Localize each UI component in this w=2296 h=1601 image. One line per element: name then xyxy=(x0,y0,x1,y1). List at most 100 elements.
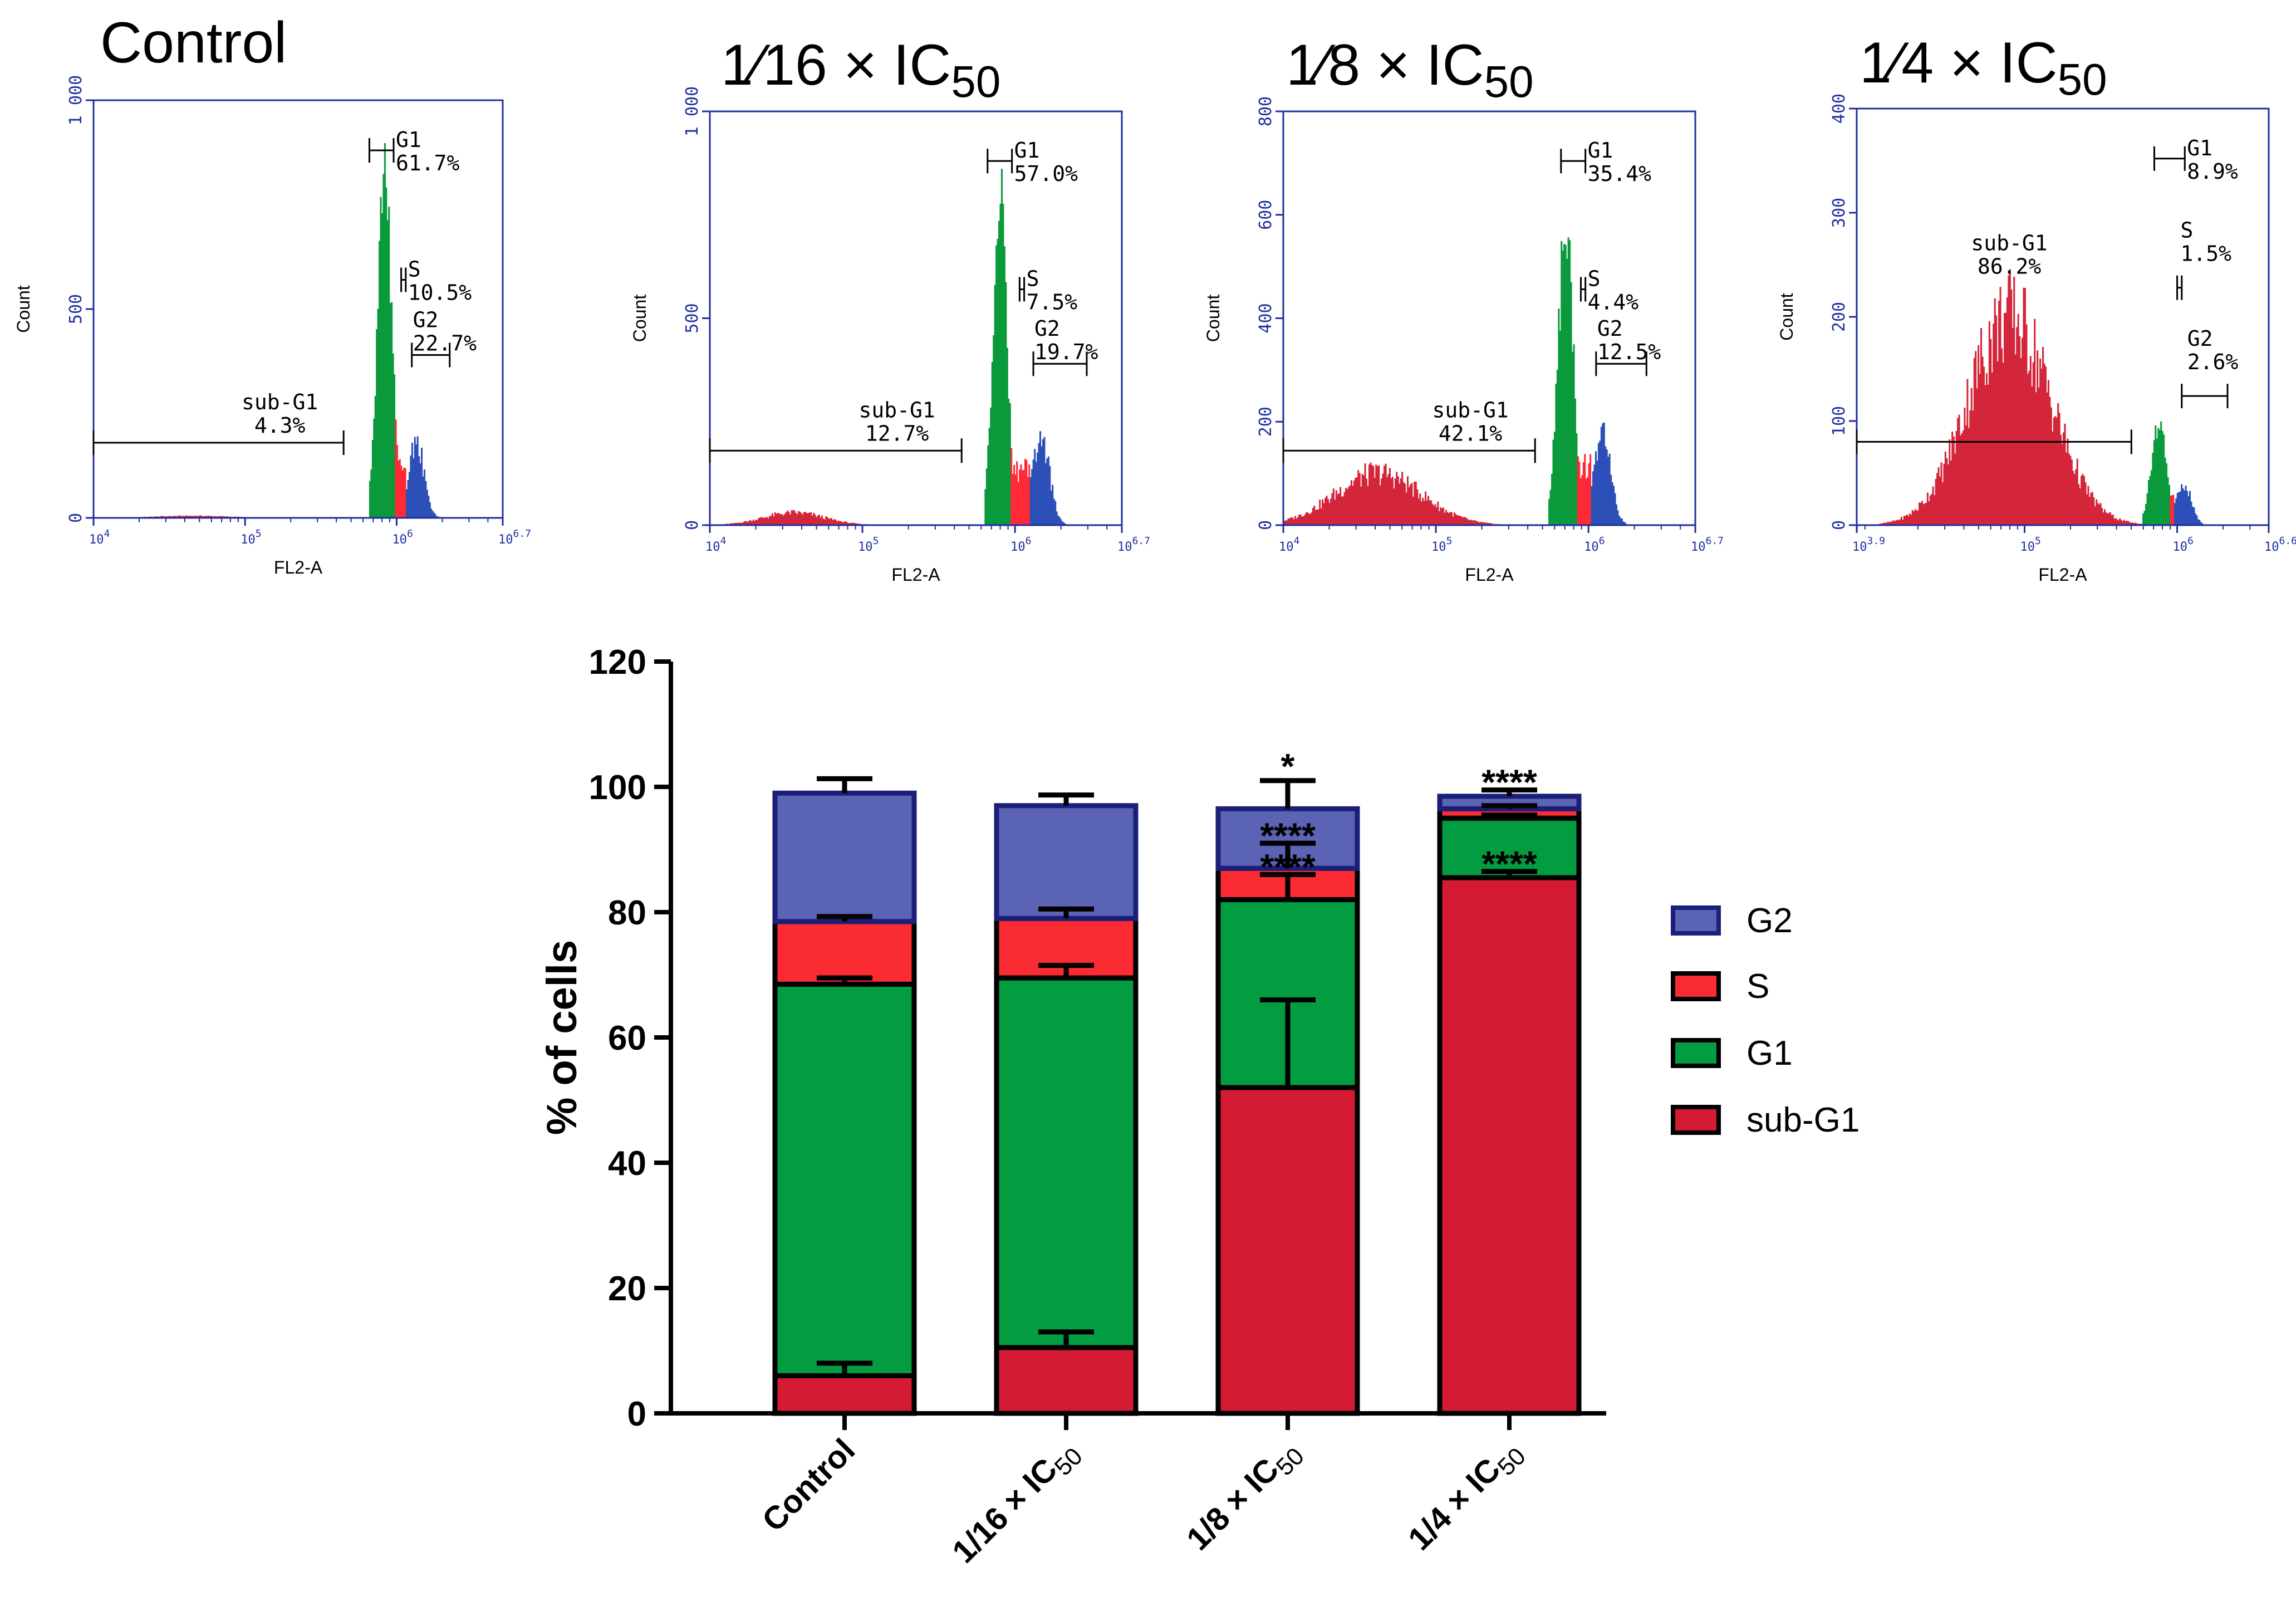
histogram-bin xyxy=(411,442,413,518)
x-category-label: 1/8 × IC50 xyxy=(1180,1432,1309,1561)
tick-base: 10 xyxy=(1279,540,1294,554)
histogram-bin xyxy=(1371,464,1373,525)
histogram-bin xyxy=(810,512,812,525)
gate-name: sub-G1 xyxy=(242,390,318,414)
gate-percent: 12.7% xyxy=(865,421,929,445)
histogram-bin xyxy=(1969,410,1971,525)
histogram-bin xyxy=(1926,492,1929,525)
histogram-bin xyxy=(846,521,848,525)
histogram-bin xyxy=(2071,459,2073,525)
histogram-bin xyxy=(1438,511,1440,525)
y-axis-label: % of cells xyxy=(538,940,586,1135)
histogram-bin xyxy=(1623,522,1626,525)
histogram-bin xyxy=(1555,384,1557,525)
tick-base: 10 xyxy=(498,533,513,547)
histogram-bin xyxy=(1401,472,1404,525)
histogram-bin xyxy=(1056,511,1058,525)
histogram-bin xyxy=(414,437,416,518)
histogram-bin xyxy=(2043,363,2045,525)
histogram-bin xyxy=(400,466,403,518)
histogram-bin xyxy=(2029,356,2032,525)
gate-percent: 12.5% xyxy=(1597,340,1661,364)
histogram-bin xyxy=(1489,523,1492,525)
histogram-bin xyxy=(2122,521,2124,525)
histogram-bin xyxy=(1284,520,1287,525)
histogram-bin xyxy=(1911,510,1914,525)
legend-label: G2 xyxy=(1746,902,1793,940)
histogram-bin xyxy=(825,516,827,525)
histogram-bin xyxy=(433,512,435,518)
histogram-bin xyxy=(1994,298,1996,525)
histogram-bin xyxy=(1047,456,1049,525)
gate-name: S xyxy=(1027,266,1039,291)
histogram-bin xyxy=(1389,468,1391,525)
histogram-bin xyxy=(374,396,376,518)
histogram-bin xyxy=(769,516,771,525)
histogram-bin xyxy=(2149,476,2151,525)
histogram-bin xyxy=(2069,456,2072,525)
gate-percent: 86.2% xyxy=(1978,254,2042,278)
histogram-bin xyxy=(1400,478,1402,525)
histogram-bin xyxy=(1470,520,1472,525)
histogram-bin xyxy=(1427,496,1430,525)
histogram-bin xyxy=(1898,520,1900,525)
histogram-bin xyxy=(1026,460,1028,525)
histogram-bin xyxy=(2027,374,2029,525)
histogram-bin xyxy=(1614,493,1616,525)
y-axis-label: Count xyxy=(1777,293,1797,341)
x-tick-label: 106 xyxy=(1010,535,1031,554)
histogram-bin xyxy=(804,512,807,525)
error-bar xyxy=(1260,778,1316,809)
histogram-bin xyxy=(1484,522,1486,525)
histogram-bin xyxy=(1035,462,1037,525)
gate-g1 xyxy=(2153,146,2186,171)
histogram-bin xyxy=(2178,492,2180,525)
histogram-bin xyxy=(1041,446,1043,525)
histogram-bin xyxy=(1032,459,1034,525)
histogram-bin xyxy=(1958,414,1960,525)
histogram-bin xyxy=(160,516,163,518)
histogram-bin xyxy=(779,514,782,525)
histogram-bin xyxy=(752,520,754,525)
histogram-bin xyxy=(1014,474,1017,525)
histogram-bin xyxy=(1299,514,1302,525)
histogram-bin xyxy=(1888,522,1890,525)
histogram-bin xyxy=(988,428,990,525)
histogram-bin xyxy=(178,515,180,518)
histogram-bin xyxy=(1577,456,1579,525)
histogram-bin xyxy=(406,489,408,518)
histogram-bin xyxy=(2152,453,2154,525)
histogram-bin xyxy=(1057,516,1059,525)
histogram-bin xyxy=(1569,240,1571,525)
histogram-bin xyxy=(2088,497,2091,525)
x-tick-label: 105 xyxy=(2020,535,2040,554)
histogram-bin xyxy=(2145,503,2147,525)
x-tick-label: 105 xyxy=(1431,535,1452,554)
histogram-bin xyxy=(2001,348,2003,525)
histogram-bin xyxy=(1955,430,1958,525)
histogram-bin xyxy=(381,213,383,518)
y-tick-label: 100 xyxy=(589,768,646,807)
x-category-label: Control xyxy=(755,1432,862,1539)
histogram-bin xyxy=(1611,482,1613,525)
histogram-bin xyxy=(2084,482,2087,525)
histogram-bin xyxy=(844,521,846,525)
tick-exponent: 6 xyxy=(1599,535,1605,547)
histogram-bin xyxy=(1373,477,1376,525)
histogram-bin xyxy=(1466,518,1468,525)
tick-exponent: 4 xyxy=(720,535,727,547)
histogram-bin xyxy=(2160,421,2162,525)
histogram-bin xyxy=(1481,522,1483,525)
histogram-bin xyxy=(1385,463,1387,525)
histogram-bin xyxy=(2201,523,2204,525)
histogram-bin xyxy=(1432,506,1435,525)
y-tick-label: 200 xyxy=(1256,407,1275,437)
histogram-bin xyxy=(2190,501,2192,525)
histogram-bin xyxy=(1382,473,1384,525)
x-tick-label: 106.7 xyxy=(1117,535,1150,554)
legend-label: S xyxy=(1746,967,1769,1006)
histogram-bin xyxy=(1978,345,1980,525)
gate-percent: 7.5% xyxy=(1027,290,1078,314)
histogram-bin xyxy=(2130,523,2132,525)
